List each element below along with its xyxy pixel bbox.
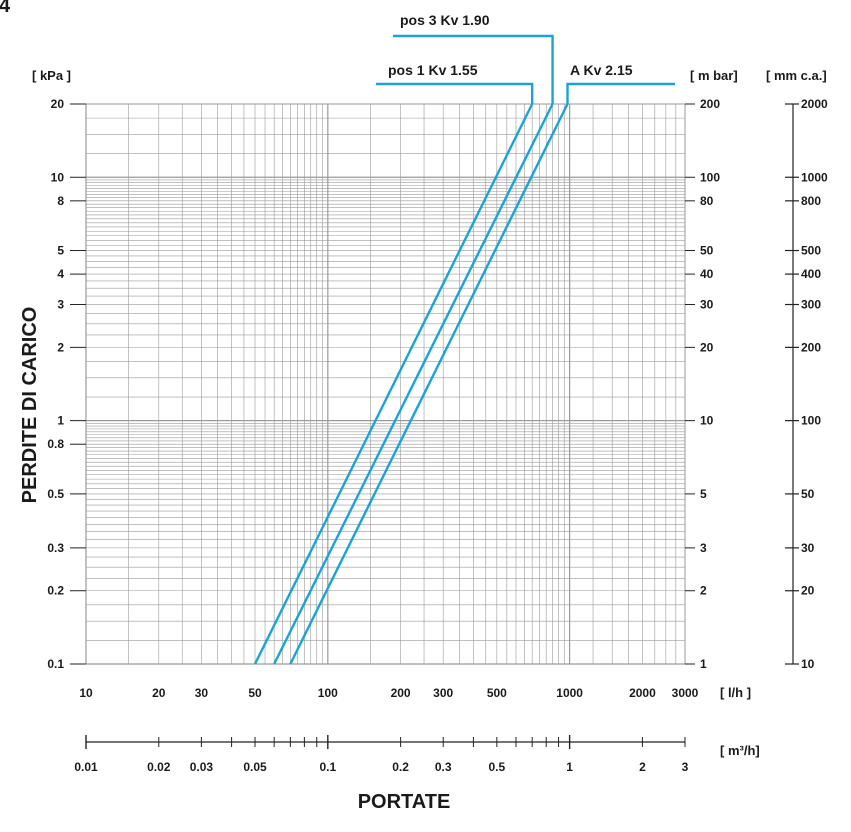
x2-tick-label: 0.01 [74, 760, 98, 774]
y-tick-label: 0.5 [47, 487, 64, 501]
y-right2-tick-label: 200 [801, 340, 821, 354]
x-tick-label: 30 [195, 686, 209, 700]
y-unit-mmca: [ mm c.a.] [766, 68, 827, 83]
x2-tick-label: 0.03 [190, 760, 214, 774]
y-axis-title: PERDITE DI CARICO [19, 307, 41, 504]
y-right-tick-label: 5 [700, 487, 707, 501]
series-line [273, 103, 554, 665]
x-tick-labels-lh: 10 20 30 50 100 200 300 500 1000 2000 3000 [79, 686, 698, 700]
y-right-tick-label: 80 [700, 194, 714, 208]
y-right2-tick-label: 500 [801, 244, 821, 258]
x2-tick-label: 0.1 [319, 760, 336, 774]
y-tick-labels-kpa: 0.1 0.2 0.3 0.5 0.8 1 2 3 4 5 8 10 20 [47, 97, 86, 671]
y-tick-label: 0.3 [47, 541, 64, 555]
x-unit-m3h: [ m³/h] [720, 743, 760, 758]
y-right-tick-label: 100 [700, 170, 720, 184]
y-tick-label: 4 [57, 267, 64, 281]
y-right2-tick-label: 50 [801, 487, 815, 501]
y-tick-label: 5 [57, 244, 64, 258]
x-tick-label: 2000 [629, 686, 656, 700]
y-tick-label: 3 [57, 298, 64, 312]
y-tick-label: 10 [51, 170, 65, 184]
y-right2-tick-label: 300 [801, 298, 821, 312]
x2-tick-label: 0.5 [488, 760, 505, 774]
y-tick-label: 0.1 [47, 657, 64, 671]
y-tick-labels-mbar: 1 2 3 5 10 20 30 40 50 80 100 200 [685, 97, 720, 671]
y-right2-tick-label: 100 [801, 414, 821, 428]
series-label: pos 3 Kv 1.90 [400, 12, 490, 28]
y-tick-label: 20 [51, 97, 65, 111]
y-right2-tick-label: 20 [801, 584, 815, 598]
series-label: pos 1 Kv 1.55 [388, 62, 478, 78]
x2-tick-label: 0.02 [147, 760, 171, 774]
x-tick-label: 3000 [672, 686, 699, 700]
x-axis-m3h: 0.01 0.02 0.03 0.05 0.1 0.2 0.3 0.5 1 2 3 [74, 735, 689, 774]
y-axis-mmca: 10 20 30 50 100 200 300 400 500 800 1000 2000 [785, 97, 828, 671]
y-unit-kpa: [ kPa ] [32, 68, 71, 83]
y-unit-mbar: [ m bar] [690, 68, 738, 83]
y-tick-label: 8 [57, 194, 64, 208]
series-line [253, 103, 534, 665]
y-tick-label: 0.8 [47, 437, 64, 451]
y-right2-tick-label: 10 [801, 657, 815, 671]
y-right2-tick-label: 1000 [801, 170, 828, 184]
x2-tick-label: 0.05 [243, 760, 267, 774]
y-right-tick-label: 3 [700, 541, 707, 555]
y-right-tick-label: 40 [700, 267, 714, 281]
y-right-tick-label: 200 [700, 97, 720, 111]
y-right-tick-label: 2 [700, 584, 707, 598]
series-leader [566, 82, 675, 104]
x-tick-label: 1000 [556, 686, 583, 700]
x-tick-label: 50 [248, 686, 262, 700]
x2-tick-label: 2 [639, 760, 646, 774]
series-line [289, 103, 569, 665]
y-tick-label: 2 [57, 340, 64, 354]
x2-tick-label: 3 [682, 760, 689, 774]
series-lines: pos 1 Kv 1.55 pos 3 Kv 1.90 A Kv 2.15 [253, 12, 675, 665]
y-right-tick-label: 30 [700, 298, 714, 312]
x-tick-label: 20 [152, 686, 166, 700]
y-right-tick-label: 50 [700, 244, 714, 258]
x2-tick-label: 0.3 [435, 760, 452, 774]
y-right2-tick-label: 400 [801, 267, 821, 281]
series-leader [393, 34, 554, 104]
y-right-tick-label: 20 [700, 340, 714, 354]
plot-frame [85, 103, 686, 665]
y-right2-tick-label: 30 [801, 541, 815, 555]
x-tick-label: 100 [318, 686, 338, 700]
y-right2-tick-label: 800 [801, 194, 821, 208]
y-right-tick-label: 1 [700, 657, 707, 671]
y-right2-tick-label: 2000 [801, 97, 828, 111]
grid [85, 103, 686, 665]
x2-tick-label: 0.2 [392, 760, 409, 774]
y-tick-label: 0.2 [47, 584, 64, 598]
x2-tick-label: 1 [566, 760, 573, 774]
x-tick-label: 500 [487, 686, 507, 700]
x-tick-label: 300 [433, 686, 453, 700]
y-right-tick-label: 10 [700, 414, 714, 428]
x-unit-lh: [ l/h ] [720, 685, 751, 700]
x-axis-title: PORTATE [358, 791, 451, 813]
figure-number: 4 [0, 0, 11, 17]
y-tick-label: 1 [57, 414, 64, 428]
x-tick-label: 200 [391, 686, 411, 700]
x-tick-label: 10 [79, 686, 93, 700]
series-label: A Kv 2.15 [570, 62, 633, 78]
series-leader [376, 82, 534, 104]
